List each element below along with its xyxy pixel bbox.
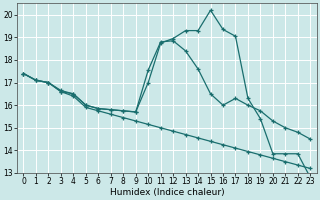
X-axis label: Humidex (Indice chaleur): Humidex (Indice chaleur) — [109, 188, 224, 197]
